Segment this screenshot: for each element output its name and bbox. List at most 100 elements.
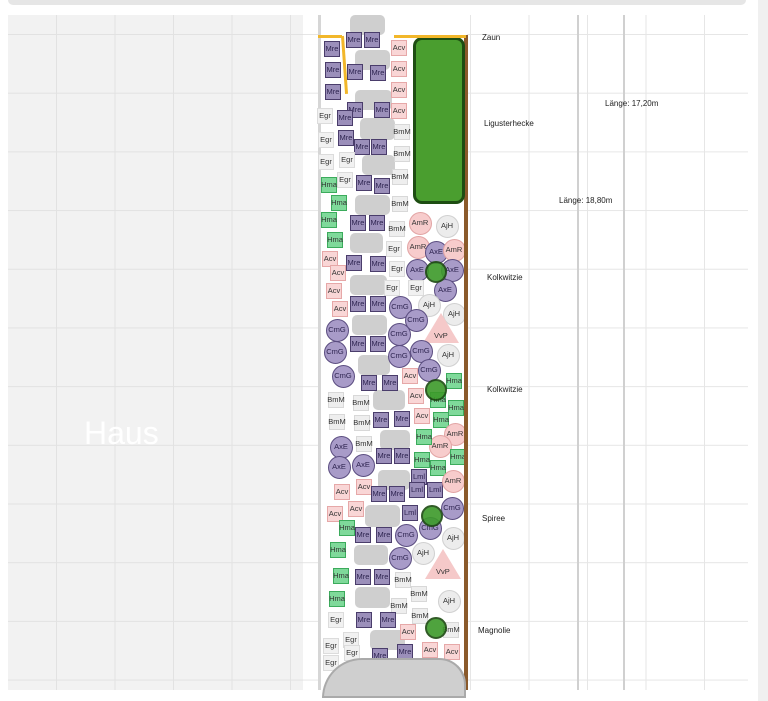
plant-mre[interactable]: Mre <box>350 296 366 312</box>
plant-egr[interactable]: Egr <box>408 280 424 296</box>
plant-hma[interactable]: Hma <box>433 412 449 428</box>
plant-egr[interactable]: Egr <box>384 280 400 296</box>
plant-cmg[interactable]: CmG <box>394 523 418 547</box>
plant-mre[interactable]: Mre <box>394 411 410 427</box>
plant-ajh[interactable]: AjH <box>436 343 460 367</box>
tree-canopy[interactable] <box>421 505 443 527</box>
plant-hma[interactable]: Hma <box>446 373 462 389</box>
plant-hma[interactable]: Hma <box>339 520 355 536</box>
plant-mre[interactable]: Mre <box>370 65 386 81</box>
plant-acv[interactable]: Acv <box>334 484 350 500</box>
plant-lml[interactable]: Lml <box>409 482 425 498</box>
plant-acv[interactable]: Acv <box>402 368 418 384</box>
plant-acv[interactable]: Acv <box>422 642 438 658</box>
plant-egr[interactable]: Egr <box>317 108 333 124</box>
tree-canopy[interactable] <box>425 261 447 283</box>
plant-mre[interactable]: Mre <box>361 375 377 391</box>
plant-mre[interactable]: Mre <box>376 527 392 543</box>
plant-mre[interactable]: Mre <box>354 139 370 155</box>
plant-acv[interactable]: Acv <box>332 301 348 317</box>
plant-bmm[interactable]: BmM <box>328 414 346 430</box>
plant-acv[interactable]: Acv <box>391 103 407 119</box>
plant-egr[interactable]: Egr <box>323 638 339 654</box>
plant-mre[interactable]: Mre <box>355 527 371 543</box>
plant-mre[interactable]: Mre <box>324 41 340 57</box>
plant-bmm[interactable]: BmM <box>327 392 345 408</box>
plant-amr[interactable]: AmR <box>428 434 452 458</box>
plant-mre[interactable]: Mre <box>374 178 390 194</box>
plant-amr[interactable]: AmR <box>441 469 465 493</box>
plant-mre[interactable]: Mre <box>356 175 372 191</box>
plant-mre[interactable]: Mre <box>369 215 385 231</box>
plant-egr[interactable]: Egr <box>386 241 402 257</box>
plant-acv[interactable]: Acv <box>356 479 372 495</box>
plant-cmg[interactable]: CmG <box>387 322 411 346</box>
plant-bmm[interactable]: BmM <box>391 196 409 212</box>
plant-bmm[interactable]: BmM <box>394 572 412 588</box>
plant-bmm[interactable]: BmM <box>390 598 408 614</box>
plant-mre[interactable]: Mre <box>370 336 386 352</box>
plant-egr[interactable]: Egr <box>337 172 353 188</box>
plant-acv[interactable]: Acv <box>391 61 407 77</box>
right-scrollbar[interactable] <box>758 0 768 701</box>
plant-bmm[interactable]: BmM <box>393 146 411 162</box>
plant-hma[interactable]: Hma <box>416 429 432 445</box>
plant-mre[interactable]: Mre <box>374 102 390 118</box>
plant-bmm[interactable]: BmM <box>353 415 371 431</box>
plant-hma[interactable]: Hma <box>430 460 446 476</box>
top-scrollbar[interactable] <box>8 0 746 5</box>
plant-axe[interactable]: AxE <box>329 435 353 459</box>
plant-amr[interactable]: AmR <box>406 235 430 259</box>
plant-mre[interactable]: Mre <box>355 569 371 585</box>
plant-acv[interactable]: Acv <box>400 624 416 640</box>
plant-egr[interactable]: Egr <box>328 612 344 628</box>
plant-lml[interactable]: Lml <box>402 505 418 521</box>
plant-acv[interactable]: Acv <box>330 265 346 281</box>
plant-cmg[interactable]: CmG <box>388 295 412 319</box>
plant-acv[interactable]: Acv <box>327 506 343 522</box>
plant-bmm[interactable]: BmM <box>355 436 373 452</box>
plant-egr[interactable]: Egr <box>318 154 334 170</box>
plant-cmg[interactable]: CmG <box>331 364 355 388</box>
plant-mre[interactable]: Mre <box>370 256 386 272</box>
plant-cmg[interactable]: CmG <box>387 344 411 368</box>
plant-mre[interactable]: Mre <box>346 255 362 271</box>
plant-cmg[interactable]: CmG <box>388 546 412 570</box>
plant-ajh[interactable]: AjH <box>441 526 465 550</box>
plant-egr[interactable]: Egr <box>389 261 405 277</box>
plant-mre[interactable]: Mre <box>373 412 389 428</box>
plant-mre[interactable]: Mre <box>382 375 398 391</box>
plant-bmm[interactable]: BmM <box>388 221 406 237</box>
plant-mre[interactable]: Mre <box>356 612 372 628</box>
plant-vvp[interactable] <box>423 313 459 343</box>
plant-acv[interactable]: Acv <box>326 283 342 299</box>
plant-cmg[interactable]: CmG <box>440 496 464 520</box>
plant-acv[interactable]: Acv <box>391 40 407 56</box>
plant-hma[interactable]: Hma <box>321 212 337 228</box>
plant-mre[interactable]: Mre <box>347 64 363 80</box>
plant-hma[interactable]: Hma <box>327 232 343 248</box>
plant-hma[interactable]: Hma <box>331 195 347 211</box>
plant-hma[interactable]: Hma <box>321 177 337 193</box>
plant-acv[interactable]: Acv <box>414 408 430 424</box>
privet-hedge[interactable] <box>413 37 465 204</box>
plant-mre[interactable]: Mre <box>325 84 341 100</box>
plant-axe[interactable]: AxE <box>433 278 457 302</box>
plant-hma[interactable]: Hma <box>333 568 349 584</box>
plant-bmm[interactable]: BmM <box>410 586 428 602</box>
plant-amr[interactable]: AmR <box>408 211 432 235</box>
plant-mre[interactable]: Mre <box>346 32 362 48</box>
plant-mre[interactable]: Mre <box>325 62 341 78</box>
plant-hma[interactable]: Hma <box>329 591 345 607</box>
plant-mre[interactable]: Mre <box>350 336 366 352</box>
tree-canopy[interactable] <box>425 379 447 401</box>
plant-axe[interactable]: AxE <box>327 455 351 479</box>
tree-canopy[interactable] <box>425 617 447 639</box>
plant-axe[interactable]: AxE <box>351 453 375 477</box>
plant-bmm[interactable]: BmM <box>391 169 409 185</box>
plant-cmg[interactable]: CmG <box>323 340 347 364</box>
plant-vvp[interactable] <box>425 549 461 579</box>
plant-bmm[interactable]: BmM <box>411 608 429 624</box>
plant-mre[interactable]: Mre <box>338 130 354 146</box>
plant-acv[interactable]: Acv <box>408 388 424 404</box>
